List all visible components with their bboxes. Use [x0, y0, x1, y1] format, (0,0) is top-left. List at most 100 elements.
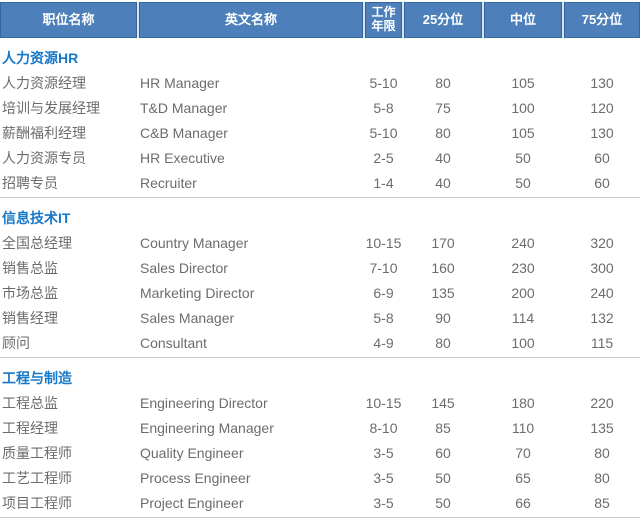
header-col-median: 中位: [484, 2, 562, 38]
cell-75th-percentile: 135: [590, 420, 614, 436]
cell-75th-percentile: 60: [594, 150, 610, 166]
cell-position-name: 工程经理: [2, 420, 58, 436]
cell-position-name: 项目工程师: [2, 495, 72, 511]
cell-75th-percentile: 220: [590, 395, 614, 411]
section-separator-line: [0, 357, 640, 358]
section-separator-line: [0, 197, 640, 198]
cell-position-name: 人力资源专员: [2, 150, 86, 166]
cell-median: 100: [511, 335, 535, 351]
cell-english-name: Consultant: [140, 335, 207, 351]
cell-median: 180: [511, 395, 535, 411]
header-col-work-years: 工作年限: [365, 2, 402, 38]
cell-position-name: 质量工程师: [2, 445, 72, 461]
cell-25th-percentile: 135: [431, 285, 455, 301]
cell-position-name: 销售经理: [2, 310, 58, 326]
cell-median: 70: [515, 445, 531, 461]
header-col-25th-percentile: 25分位: [404, 2, 482, 38]
cell-25th-percentile: 160: [431, 260, 455, 276]
cell-25th-percentile: 40: [435, 150, 451, 166]
cell-english-name: HR Manager: [140, 75, 220, 91]
table-row: 薪酬福利经理 C&B Manager 5-10 80 105 130: [0, 121, 640, 146]
section-rows: 全国总经理 Country Manager 10-15 170 240 320 …: [0, 231, 640, 356]
cell-position-name: 工程总监: [2, 395, 58, 411]
cell-median: 114: [511, 310, 535, 326]
cell-75th-percentile: 80: [594, 470, 610, 486]
cell-25th-percentile: 80: [435, 125, 451, 141]
table-row: 招聘专员 Recruiter 1-4 40 50 60: [0, 171, 640, 196]
cell-75th-percentile: 320: [590, 235, 614, 251]
section-title: 工程与制造: [2, 370, 72, 386]
table-row: 人力资源经理 HR Manager 5-10 80 105 130: [0, 71, 640, 96]
cell-median: 105: [511, 75, 535, 91]
cell-75th-percentile: 130: [590, 75, 614, 91]
cell-work-years: 5-8: [373, 310, 394, 326]
cell-median: 110: [511, 420, 535, 436]
cell-english-name: Country Manager: [140, 235, 249, 251]
table-row: 人力资源专员 HR Executive 2-5 40 50 60: [0, 146, 640, 171]
table-row: 工程总监 Engineering Director 10-15 145 180 …: [0, 391, 640, 416]
table-row: 销售经理 Sales Manager 5-8 90 114 132: [0, 306, 640, 331]
cell-english-name: Engineering Director: [140, 395, 268, 411]
cell-work-years: 3-5: [373, 495, 394, 511]
cell-median: 105: [511, 125, 535, 141]
table-section: 信息技术IT 全国总经理 Country Manager 10-15 170 2…: [0, 198, 640, 358]
cell-75th-percentile: 130: [590, 125, 614, 141]
header-col-position-name: 职位名称: [0, 2, 137, 38]
cell-work-years: 4-9: [373, 335, 394, 351]
cell-25th-percentile: 75: [435, 100, 451, 116]
cell-25th-percentile: 85: [435, 420, 451, 436]
cell-work-years: 7-10: [369, 260, 398, 276]
section-title: 信息技术IT: [2, 210, 71, 226]
cell-position-name: 销售总监: [2, 260, 58, 276]
cell-work-years: 5-10: [369, 125, 398, 141]
cell-work-years: 1-4: [373, 175, 394, 191]
cell-english-name: Sales Director: [140, 260, 228, 276]
cell-work-years: 5-8: [373, 100, 394, 116]
cell-median: 230: [511, 260, 535, 276]
cell-position-name: 人力资源经理: [2, 75, 86, 91]
table-row: 市场总监 Marketing Director 6-9 135 200 240: [0, 281, 640, 306]
cell-work-years: 3-5: [373, 445, 394, 461]
table-row: 全国总经理 Country Manager 10-15 170 240 320: [0, 231, 640, 256]
cell-english-name: Recruiter: [140, 175, 197, 191]
cell-median: 200: [511, 285, 535, 301]
cell-25th-percentile: 80: [435, 75, 451, 91]
table-row: 销售总监 Sales Director 7-10 160 230 300: [0, 256, 640, 281]
cell-position-name: 市场总监: [2, 285, 58, 301]
table-row: 培训与发展经理 T&D Manager 5-8 75 100 120: [0, 96, 640, 121]
cell-english-name: Marketing Director: [140, 285, 255, 301]
section-rows: 工程总监 Engineering Director 10-15 145 180 …: [0, 391, 640, 516]
cell-median: 100: [511, 100, 535, 116]
cell-75th-percentile: 80: [594, 445, 610, 461]
cell-median: 50: [515, 175, 531, 191]
cell-25th-percentile: 40: [435, 175, 451, 191]
cell-english-name: T&D Manager: [140, 100, 228, 116]
cell-25th-percentile: 80: [435, 335, 451, 351]
cell-75th-percentile: 300: [590, 260, 614, 276]
cell-work-years: 10-15: [365, 235, 402, 251]
cell-english-name: Quality Engineer: [140, 445, 244, 461]
section-rows: 人力资源经理 HR Manager 5-10 80 105 130 培训与发展经…: [0, 71, 640, 196]
section-title: 人力资源HR: [2, 50, 79, 66]
cell-position-name: 培训与发展经理: [2, 100, 100, 116]
table-section: 人力资源HR 人力资源经理 HR Manager 5-10 80 105 130…: [0, 38, 640, 198]
cell-work-years: 10-15: [365, 395, 402, 411]
cell-position-name: 顾问: [2, 335, 30, 351]
table-row: 项目工程师 Project Engineer 3-5 50 66 85: [0, 491, 640, 516]
cell-position-name: 全国总经理: [2, 235, 72, 251]
table-row: 顾问 Consultant 4-9 80 100 115: [0, 331, 640, 356]
cell-work-years: 8-10: [369, 420, 398, 436]
cell-position-name: 工艺工程师: [2, 470, 72, 486]
cell-25th-percentile: 145: [431, 395, 455, 411]
cell-work-years: 3-5: [373, 470, 394, 486]
cell-position-name: 薪酬福利经理: [2, 125, 86, 141]
table-body: 人力资源HR 人力资源经理 HR Manager 5-10 80 105 130…: [0, 38, 640, 518]
cell-75th-percentile: 85: [594, 495, 610, 511]
table-header-row: 职位名称 英文名称 工作年限 25分位 中位 75分位: [0, 2, 640, 38]
table-row: 质量工程师 Quality Engineer 3-5 60 70 80: [0, 441, 640, 466]
cell-75th-percentile: 60: [594, 175, 610, 191]
cell-median: 240: [511, 235, 535, 251]
header-col-75th-percentile: 75分位: [564, 2, 640, 38]
cell-work-years: 2-5: [373, 150, 394, 166]
cell-median: 50: [515, 150, 531, 166]
